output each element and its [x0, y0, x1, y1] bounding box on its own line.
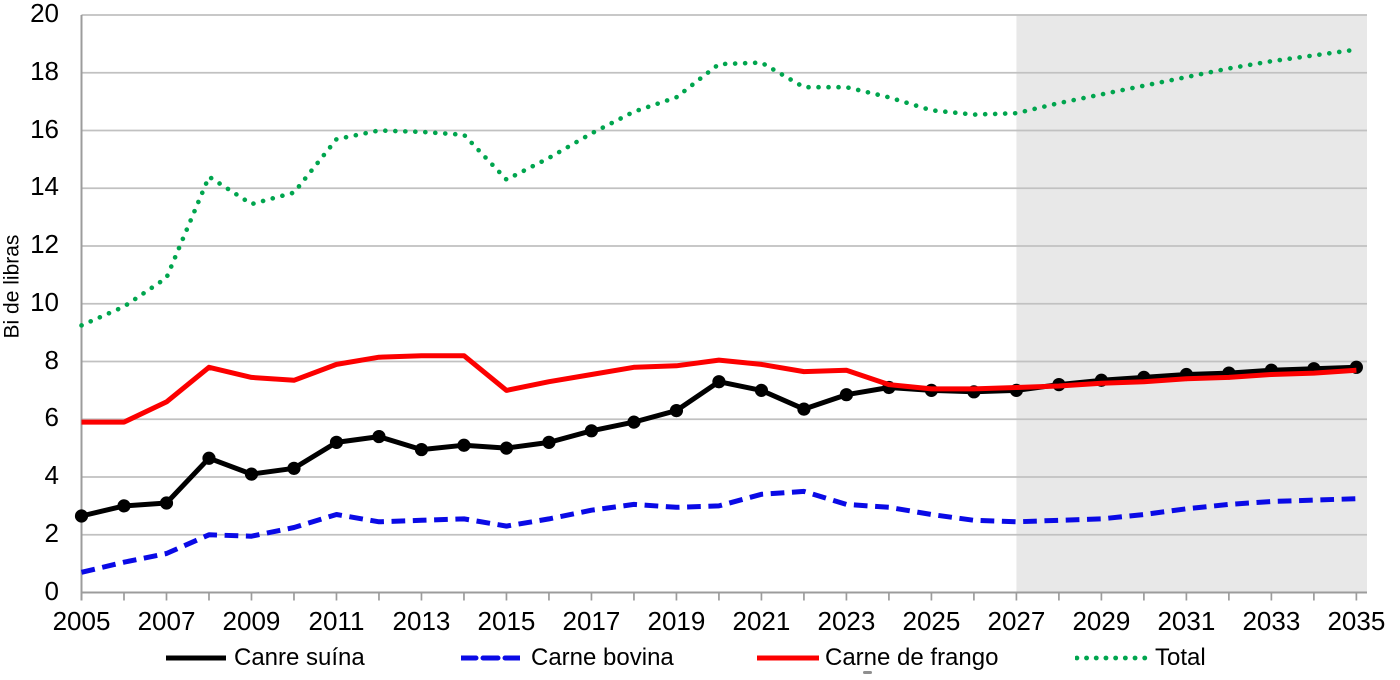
x-tick-label-2009: 2009 [222, 606, 281, 636]
series-0-marker-2010 [287, 461, 301, 475]
legend-label-total: Total [1155, 644, 1206, 671]
y-tick-label-12: 12 [30, 229, 59, 259]
legend-item-carne-bovina: Carne bovina [461, 644, 674, 671]
x-tick-label-2025: 2025 [902, 606, 961, 636]
x-tick-label-2031: 2031 [1157, 606, 1216, 636]
x-tick-label-2015: 2015 [477, 606, 536, 636]
x-tick-label-2021: 2021 [732, 606, 791, 636]
series-0-marker-2007 [159, 496, 174, 510]
legend-swatch-total [1075, 655, 1148, 660]
legend-swatch-carne-de-frango [757, 655, 819, 660]
legend: Canre suína Carne bovina Carne de frango… [0, 644, 1400, 674]
y-tick-label-4: 4 [44, 460, 59, 490]
stray-mark-artifact [863, 671, 872, 674]
series-0-marker-2022 [797, 402, 811, 416]
y-tick-label-2: 2 [44, 517, 59, 548]
x-tick-label-2013: 2013 [392, 606, 451, 636]
series-0-marker-2016 [542, 435, 556, 449]
x-tick-label-2005: 2005 [52, 606, 111, 636]
legend-item-canre-suina: Canre suína [166, 644, 365, 671]
y-tick-label-16: 16 [30, 113, 59, 144]
series-0-marker-2011 [329, 435, 344, 449]
x-tick-label-2011: 2011 [308, 606, 365, 636]
y-tick-label-10: 10 [30, 286, 59, 317]
x-tick-label-2029: 2029 [1072, 606, 1131, 636]
y-tick-label-0: 0 [44, 575, 59, 606]
series-0-marker-2020 [712, 375, 726, 389]
series-0-marker-2006 [117, 499, 131, 513]
series-line-3 [79, 47, 1359, 328]
series-0-marker-2017 [584, 424, 599, 438]
series-0-marker-2012 [372, 429, 386, 444]
legend-item-total: Total [1075, 644, 1206, 671]
y-tick-label-6: 6 [44, 402, 59, 433]
series-0-marker-2009 [244, 467, 259, 481]
series-0-marker-2008 [202, 451, 216, 465]
series-0-marker-2019 [669, 403, 684, 418]
x-tick-label-2035: 2035 [1327, 606, 1386, 636]
x-tick-label-2017: 2017 [562, 606, 621, 636]
y-tick-label-18: 18 [30, 55, 59, 86]
x-tick-label-2027: 2027 [987, 606, 1046, 636]
legend-item-carne-de-frango: Carne de frango [757, 644, 998, 671]
x-tick-label-2023: 2023 [817, 606, 876, 636]
y-tick-label-20: 20 [30, 0, 59, 28]
x-tick-label-2033: 2033 [1242, 606, 1301, 636]
series-0-marker-2015 [499, 441, 514, 455]
series-line-2 [81, 353, 1357, 425]
y-tick-label-14: 14 [30, 171, 59, 202]
series-line-1 [80, 488, 1357, 575]
series-0-marker-2014 [457, 438, 471, 452]
legend-label-canre-suina: Canre suína [234, 644, 365, 671]
y-tick-label-8: 8 [44, 344, 59, 375]
series-0-marker-2018 [627, 415, 641, 429]
series-0-marker-2005 [74, 509, 89, 523]
x-tick-label-2007: 2007 [137, 606, 196, 636]
series-0-marker-2021 [754, 383, 769, 397]
legend-swatch-carne-bovina [461, 655, 520, 660]
series-0-marker-2013 [414, 442, 429, 457]
legend-label-carne-bovina: Carne bovina [531, 644, 674, 671]
x-tick-label-2019: 2019 [647, 606, 706, 636]
series-0-marker-2023 [839, 388, 854, 402]
legend-swatch-canre-suina [166, 655, 226, 660]
legend-label-carne-de-frango: Carne de frango [825, 644, 999, 671]
